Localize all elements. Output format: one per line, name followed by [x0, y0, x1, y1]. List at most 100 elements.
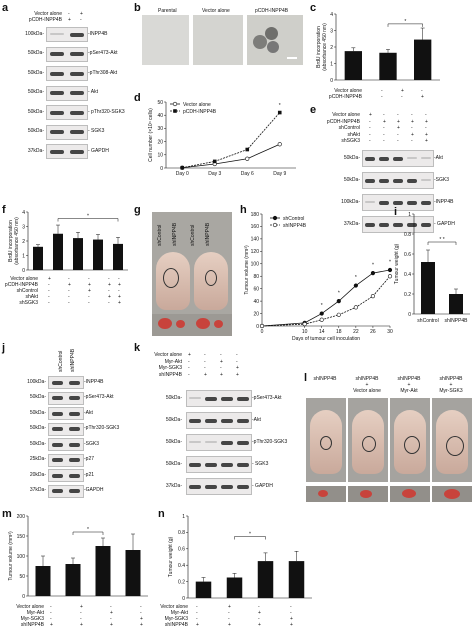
sign: +: [110, 622, 113, 628]
tumour-photo: [152, 314, 232, 336]
sign: +: [369, 112, 372, 118]
category-label: shINPP4B: [444, 318, 468, 324]
sign: -: [118, 276, 120, 282]
data-point: [319, 311, 324, 316]
data-point: [387, 267, 393, 273]
data-point: [245, 156, 250, 161]
chart-f: 0 1 2 3 4 BrdU incorporation (absorbance 450 n…: [8, 210, 128, 274]
data-point: [353, 283, 358, 288]
y-tick-label: 0: [160, 166, 163, 172]
sign: -: [48, 288, 50, 294]
bar: [195, 581, 212, 598]
band-label: -SGK3: [84, 440, 100, 447]
sign: +: [258, 622, 261, 628]
band-label: - GAPDH: [252, 482, 273, 489]
y-tick-label: 2: [330, 45, 333, 51]
sign: +: [118, 282, 121, 288]
lane-label: shINPP4B: [205, 222, 211, 246]
data-point: [336, 299, 341, 304]
blot-strip: [362, 194, 434, 211]
cond-label: pCDH-INPP4B: [328, 94, 362, 100]
y-axis-label: BrdU incorporation: [8, 220, 14, 262]
band-label: -Akt: [84, 409, 93, 416]
tumour-outline: [446, 436, 464, 456]
cond-label: Myr-Akt: [26, 610, 44, 616]
kda-marker: 50kDa-: [165, 416, 182, 423]
blot-strip: [46, 46, 88, 62]
x-axis-label: Days of tumour cell inoculation: [292, 336, 360, 342]
band: [421, 156, 431, 159]
significance-bracket: [387, 23, 423, 27]
band: [237, 418, 249, 423]
band: [205, 462, 217, 467]
kda-marker: 37kDa-: [343, 220, 360, 227]
image-title: Vector alone: [202, 8, 230, 14]
cond-label: Vector alone: [160, 604, 188, 610]
band: [365, 156, 375, 161]
cond-label: Myr-SGK3: [20, 616, 44, 622]
kda-marker: 50kDa-: [29, 440, 46, 447]
significance-bracket: [234, 536, 266, 540]
band: [221, 396, 233, 401]
lane-label: shControl: [190, 224, 196, 246]
y-axis-label: Tumour weight (g): [394, 243, 400, 284]
band: [68, 396, 81, 400]
cond-label: pCDH-INPP4B: [4, 282, 38, 288]
band: [421, 200, 431, 205]
tumour: [318, 490, 328, 497]
band: [393, 178, 403, 183]
sign: -: [204, 352, 206, 358]
sign: +: [80, 622, 83, 628]
sign: -: [68, 294, 70, 300]
y-tick-label: 100: [17, 554, 26, 560]
cond-label: shControl: [16, 288, 38, 294]
y-tick-label: 0: [22, 594, 25, 600]
y-tick-label: 30: [157, 126, 163, 132]
y-tick-label: 40: [253, 299, 259, 305]
sign: -: [204, 365, 206, 371]
blot-strip: [186, 456, 252, 473]
panel-letter: m: [2, 508, 12, 520]
bar: [93, 239, 103, 270]
tumour: [158, 318, 172, 329]
condition-title: shINPP4B: [313, 376, 337, 382]
sign: -: [411, 138, 413, 144]
sign: -: [411, 125, 413, 131]
blot-strip: [48, 438, 84, 451]
kda-marker: 50kDa-: [165, 460, 182, 467]
sign: +: [401, 88, 404, 94]
legend-marker: [272, 215, 278, 221]
y-tick-label: 0.4: [178, 563, 185, 569]
band: [205, 418, 217, 423]
sign: -: [381, 94, 383, 100]
significance-bracket: [72, 531, 104, 535]
band: [189, 418, 201, 423]
lane-label: shControl: [58, 350, 64, 372]
sign: -: [196, 616, 198, 622]
band-label: -pSer473-Akt: [88, 50, 118, 56]
sign: -: [110, 616, 112, 622]
y-tick-label: 80: [253, 274, 259, 280]
kda-marker: 37kDa-: [29, 487, 46, 493]
bar: [226, 577, 243, 598]
band: [68, 489, 81, 493]
blot-strip: [48, 407, 84, 420]
band: [393, 222, 403, 227]
kda-marker: 50kDa-: [29, 409, 46, 416]
panel-letter: h: [240, 204, 247, 216]
y-tick-label: 150: [17, 534, 26, 540]
sign: -: [50, 604, 52, 610]
panel-letter: c: [310, 2, 317, 14]
kda-marker: 100kDa-: [25, 30, 44, 37]
sign: -: [369, 138, 371, 144]
bar: [95, 546, 111, 596]
sign: -: [290, 604, 292, 610]
series-line: [261, 275, 391, 327]
y-tick-label: 0.2: [178, 579, 185, 585]
sign: -: [397, 131, 399, 138]
kda-marker: 100kDa-: [341, 198, 360, 205]
band: [221, 462, 233, 467]
sign: -: [411, 112, 413, 118]
cond-label: Vector alone: [34, 11, 62, 17]
band: [50, 32, 64, 35]
